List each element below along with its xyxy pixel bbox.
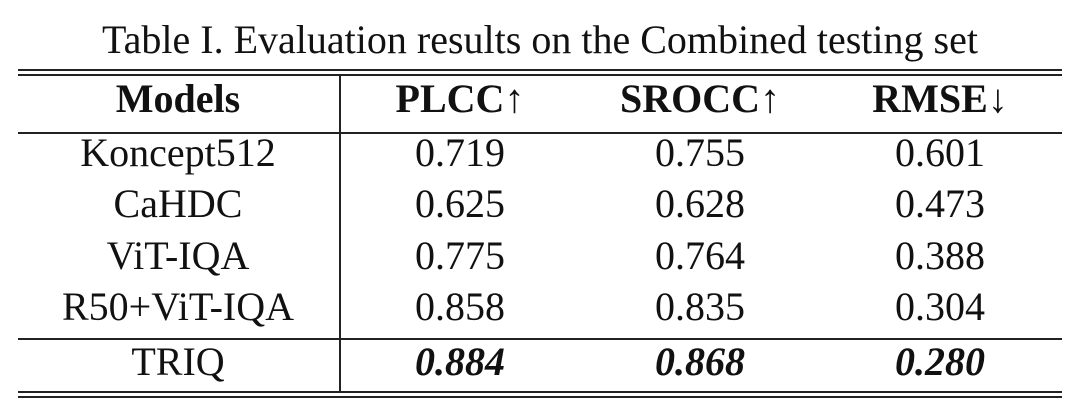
metric-value: 0.858 bbox=[415, 284, 505, 329]
header-cell: RMSE↓ bbox=[872, 76, 1008, 121]
header-cell: PLCC↑ bbox=[396, 76, 525, 121]
metric-value: 0.601 bbox=[895, 130, 985, 175]
metric-value: 0.775 bbox=[415, 233, 505, 278]
metric-value: 0.884 bbox=[415, 339, 505, 384]
metric-value: 0.625 bbox=[415, 181, 505, 226]
metric-value: 0.764 bbox=[655, 233, 745, 278]
metric-value: 0.755 bbox=[655, 130, 745, 175]
metric-value: 0.719 bbox=[415, 130, 505, 175]
metric-value: 0.280 bbox=[895, 339, 985, 384]
model-name: TRIQ bbox=[131, 339, 224, 384]
model-name: R50+ViT-IQA bbox=[62, 284, 294, 329]
metric-value: 0.473 bbox=[895, 181, 985, 226]
metric-value: 0.868 bbox=[655, 339, 745, 384]
metric-value: 0.835 bbox=[655, 284, 745, 329]
model-name: ViT-IQA bbox=[107, 233, 250, 278]
metric-value: 0.388 bbox=[895, 233, 985, 278]
model-name: Koncept512 bbox=[80, 130, 276, 175]
header-cell: SROCC↑ bbox=[620, 76, 780, 121]
header-cell: Models bbox=[116, 76, 240, 121]
table-caption: Table I. Evaluation results on the Combi… bbox=[102, 17, 978, 62]
metric-value: 0.304 bbox=[895, 284, 985, 329]
metric-value: 0.628 bbox=[655, 181, 745, 226]
model-name: CaHDC bbox=[114, 181, 243, 226]
